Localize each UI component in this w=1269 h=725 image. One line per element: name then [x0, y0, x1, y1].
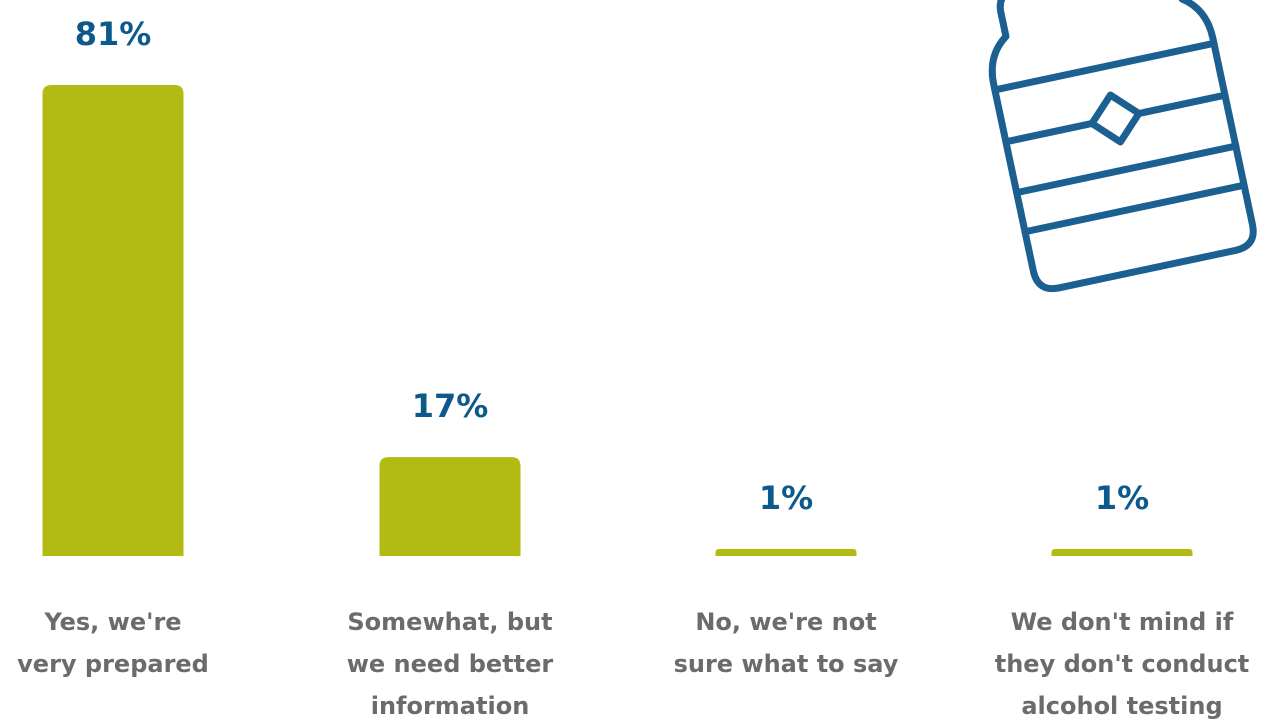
category-label-line: very prepared: [17, 650, 209, 678]
value-label: 1%: [1095, 479, 1149, 517]
value-label: 17%: [412, 387, 489, 425]
water-bottle-icon: [988, 0, 1257, 293]
category-label-line: information: [371, 692, 530, 720]
bar: [42, 85, 184, 556]
category-label-line: sure what to say: [674, 650, 899, 678]
category-label-line: We don't mind if: [1011, 608, 1234, 636]
category-label: Yes, we're very prepared: [17, 608, 209, 678]
category-label: No, we're not sure what to say: [674, 608, 899, 678]
value-labels-layer: 81% 17% 1% 1%: [75, 15, 1149, 517]
category-label-line: we need better: [347, 650, 554, 678]
bar: [1051, 549, 1193, 556]
category-labels-layer: Yes, we're very prepared Somewhat, but we n…: [17, 608, 1249, 720]
bars-layer: [42, 85, 1193, 556]
category-label-line: they don't conduct: [995, 650, 1250, 678]
category-label-line: Somewhat, but: [347, 608, 552, 636]
category-label-line: No, we're not: [695, 608, 876, 636]
value-label: 1%: [759, 479, 813, 517]
category-label-line: alcohol testing: [1021, 692, 1222, 720]
bar: [715, 549, 857, 556]
category-label: We don't mind if they don't conduct alcoho…: [995, 608, 1250, 720]
category-label: Somewhat, but we need better information: [347, 608, 554, 720]
value-label: 81%: [75, 15, 152, 53]
category-label-line: Yes, we're: [43, 608, 181, 636]
bar: [379, 457, 521, 556]
